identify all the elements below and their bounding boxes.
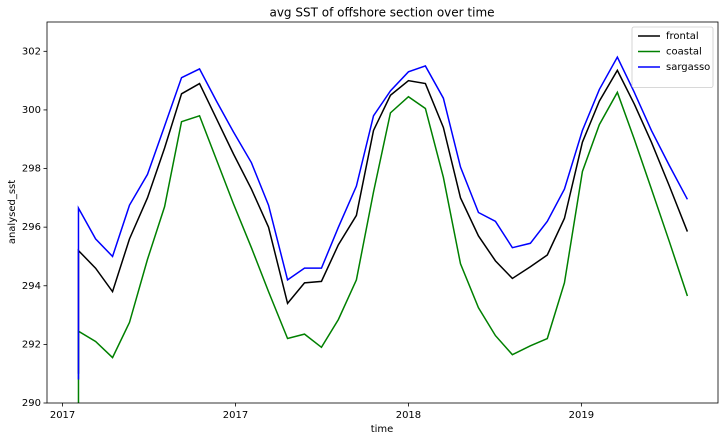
legend-box <box>631 26 714 88</box>
legend-label: sargasso <box>666 62 710 73</box>
plot-frame <box>46 21 719 404</box>
x-tick-label: 2017 <box>50 410 75 421</box>
chart-title: avg SST of offshore section over time <box>269 6 494 20</box>
y-axis-label: analysed_sst <box>7 180 18 244</box>
legend-label: coastal <box>666 47 702 58</box>
series-line <box>77 68 689 374</box>
y-tick-label: 292 <box>22 339 41 350</box>
series-line <box>77 55 689 380</box>
x-axis-label: time <box>371 424 394 435</box>
y-tick-label: 290 <box>22 398 41 409</box>
series-line <box>77 90 689 403</box>
legend-label: frontal <box>666 31 699 42</box>
x-tick-label: 2018 <box>396 410 421 421</box>
y-tick-label: 300 <box>22 105 41 116</box>
y-tick-label: 298 <box>22 164 41 175</box>
x-tick-label: 2017 <box>223 410 248 421</box>
y-tick-label: 294 <box>22 281 41 292</box>
y-tick-label: 302 <box>22 46 41 57</box>
plot-lines <box>77 55 689 403</box>
y-tick-label: 296 <box>22 222 41 233</box>
x-tick-label: 2019 <box>569 410 594 421</box>
